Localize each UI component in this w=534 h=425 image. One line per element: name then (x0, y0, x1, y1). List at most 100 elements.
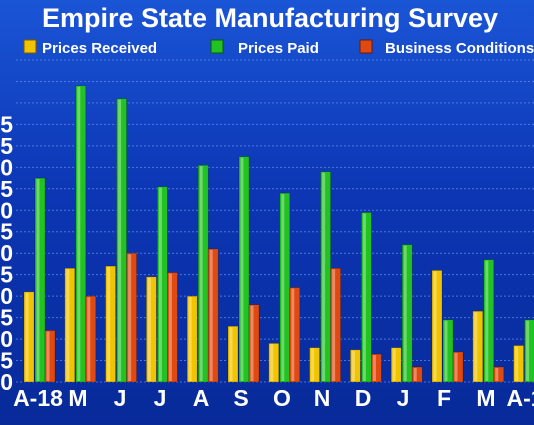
bar-highlight (485, 260, 489, 381)
bar-prices-paid (238, 156, 250, 383)
bar-prices-received (390, 347, 402, 383)
bar-prices-received (513, 345, 524, 383)
bar-highlight (270, 344, 274, 381)
bar-business-conditions (126, 252, 137, 383)
bar-prices-received (23, 291, 35, 383)
bar-business-conditions (207, 248, 219, 383)
bar-highlight (188, 297, 192, 381)
bar-highlight (413, 367, 417, 381)
y-tick-label: 0 (0, 326, 13, 352)
bar-prices-paid (524, 319, 534, 383)
bar-highlight (199, 166, 203, 381)
bar-prices-received (350, 349, 361, 383)
bar-highlight (118, 99, 122, 381)
bar-highlight (444, 320, 448, 381)
y-tick-label: 5 (0, 305, 13, 331)
x-tick-label: N (314, 385, 331, 411)
bar-prices-received (268, 343, 280, 383)
legend-label-prices-paid: Prices Paid (238, 40, 319, 57)
bar-business-conditions (248, 304, 260, 383)
bar-highlight (474, 312, 478, 381)
x-tick-label: M (476, 385, 495, 411)
x-tick-label: F (437, 385, 451, 411)
bar-prices-received (227, 325, 239, 383)
bar-highlight (36, 179, 40, 381)
bar-prices-paid (116, 98, 127, 383)
bar-highlight (250, 305, 254, 381)
bar-highlight (240, 157, 244, 381)
bar-highlight (392, 348, 396, 381)
bar-highlight (77, 86, 81, 381)
bar-highlight (147, 277, 151, 381)
bar-business-conditions (493, 366, 505, 383)
bar-prices-paid (361, 212, 372, 383)
bar-prices-received (186, 295, 198, 383)
bar-business-conditions (330, 267, 341, 383)
bar-highlight (158, 187, 162, 381)
bar-highlight (46, 331, 50, 381)
legend-swatch-prices-paid (210, 39, 224, 54)
y-tick-label: 5 (0, 348, 13, 374)
y-tick-label: 5 (0, 111, 13, 137)
bar-prices-received (472, 310, 484, 383)
bar-highlight (403, 245, 407, 381)
bar-highlight (281, 194, 285, 381)
bar-highlight (495, 367, 499, 381)
y-tick-label: 0 (0, 369, 13, 395)
bar-highlight (87, 297, 91, 381)
bar-highlight (362, 213, 366, 381)
bar-highlight (66, 269, 70, 381)
legend-swatch-business-conditions (359, 39, 373, 54)
x-tick-label: O (273, 385, 291, 411)
bar-business-conditions (85, 295, 97, 383)
bar-highlight (128, 254, 132, 381)
bar-highlight (25, 292, 29, 381)
legend-swatch-prices-received (23, 39, 37, 54)
x-tick-label: S (233, 385, 248, 411)
bar-highlight (454, 352, 458, 381)
y-tick-label: 5 (0, 262, 13, 288)
bar-highlight (311, 348, 315, 381)
x-tick-label: J (114, 385, 127, 411)
bar-business-conditions (44, 330, 56, 383)
y-tick-label: 0 (0, 283, 13, 309)
legend: Prices Received Prices Paid Business Con… (23, 39, 534, 57)
bar-highlight (332, 269, 336, 381)
bar-prices-received (431, 270, 443, 383)
x-tick-label: A (193, 385, 210, 411)
bar-highlight (209, 249, 213, 381)
bar-prices-paid (483, 259, 495, 383)
bar-business-conditions (411, 366, 423, 383)
bar-prices-paid (75, 85, 87, 383)
bar-highlight (322, 172, 326, 381)
bar-highlight (372, 355, 376, 381)
x-tick-label: J (154, 385, 167, 411)
bar-prices-paid (442, 319, 454, 383)
y-tick-label: 0 (0, 240, 13, 266)
bar-business-conditions (452, 351, 464, 383)
bar-highlight (291, 288, 295, 381)
y-tick-label: 5 (0, 176, 13, 202)
bar-highlight (168, 273, 172, 381)
x-tick-label: D (355, 385, 372, 411)
x-tick-label: A-1 (506, 385, 534, 411)
bar-highlight (433, 271, 437, 381)
bar-business-conditions (167, 272, 178, 383)
x-tick-label: M (68, 385, 87, 411)
bar-highlight (515, 346, 519, 381)
y-tick-label: 5 (0, 133, 13, 159)
bar-prices-received (309, 347, 320, 383)
y-tick-label: 0 (0, 154, 13, 180)
bar-business-conditions (289, 287, 301, 383)
x-tick-label: J (397, 385, 410, 411)
y-tick-label: 0 (0, 197, 13, 223)
bar-prices-paid (34, 177, 46, 383)
legend-label-prices-received: Prices Received (42, 40, 157, 57)
chart-title: Empire State Manufacturing Survey (42, 3, 498, 33)
bar-prices-received (105, 265, 116, 383)
bar-highlight (526, 320, 530, 381)
bars (23, 85, 534, 383)
